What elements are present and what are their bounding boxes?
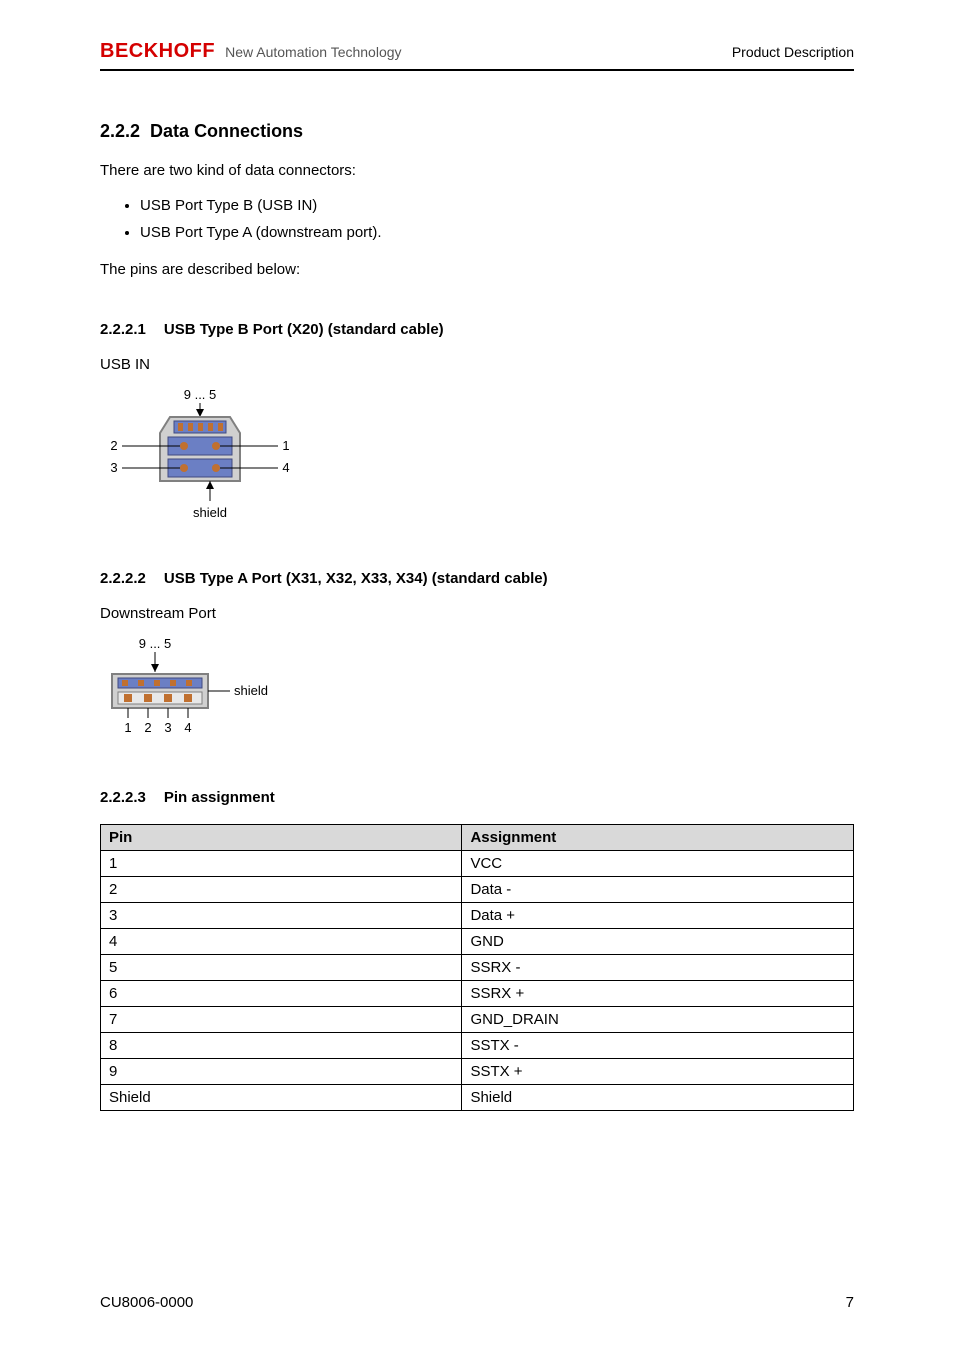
table-cell: Shield: [101, 1085, 462, 1111]
table-cell: 7: [101, 1007, 462, 1033]
subsection-number: 2.2.2.2: [100, 570, 146, 587]
table-cell: 3: [101, 903, 462, 929]
page-footer: CU8006-0000 7: [100, 1294, 854, 1311]
subsection-number: 2.2.2.3: [100, 789, 146, 806]
section-title: Data Connections: [150, 121, 303, 141]
table-cell: Shield: [462, 1085, 854, 1111]
table-cell: SSTX -: [462, 1033, 854, 1059]
table-cell: SSRX +: [462, 981, 854, 1007]
svg-text:shield: shield: [193, 505, 227, 520]
svg-text:3: 3: [110, 460, 117, 475]
table-header-row: Pin Assignment: [101, 825, 854, 851]
usb-a-diagram: 9 ... 5 shield 1: [100, 634, 854, 749]
table-row: 1VCC: [101, 851, 854, 877]
svg-text:2: 2: [144, 720, 151, 735]
doc-section: Product Description: [732, 44, 854, 60]
table-row: 3Data +: [101, 903, 854, 929]
subsection-heading: 2.2.2.3 Pin assignment: [100, 789, 854, 806]
section-heading: 2.2.2 Data Connections: [100, 121, 854, 142]
subsection-number: 2.2.2.1: [100, 321, 146, 338]
col-assignment: Assignment: [462, 825, 854, 851]
table-row: 8SSTX -: [101, 1033, 854, 1059]
table-cell: 6: [101, 981, 462, 1007]
svg-text:1: 1: [124, 720, 131, 735]
table-row: 6SSRX +: [101, 981, 854, 1007]
table-cell: SSRX -: [462, 955, 854, 981]
footer-right: 7: [846, 1294, 854, 1311]
table-row: ShieldShield: [101, 1085, 854, 1111]
table-cell: 8: [101, 1033, 462, 1059]
table-row: 2Data -: [101, 877, 854, 903]
table-cell: VCC: [462, 851, 854, 877]
table-cell: 2: [101, 877, 462, 903]
subsection-title: Pin assignment: [164, 789, 275, 806]
table-cell: 5: [101, 955, 462, 981]
port-label: USB IN: [100, 356, 854, 373]
table-cell: Data -: [462, 877, 854, 903]
page-header: BECKHOFF New Automation Technology Produ…: [100, 40, 854, 71]
pin-assignment-table: Pin Assignment 1VCC2Data -3Data +4GND5SS…: [100, 824, 854, 1111]
table-cell: 1: [101, 851, 462, 877]
footer-left: CU8006-0000: [100, 1294, 193, 1311]
table-row: 5SSRX -: [101, 955, 854, 981]
col-pin: Pin: [101, 825, 462, 851]
svg-text:shield: shield: [234, 683, 268, 698]
list-item: USB Port Type A (downstream port).: [140, 224, 854, 241]
table-cell: Data +: [462, 903, 854, 929]
brand-tagline: New Automation Technology: [225, 44, 401, 60]
table-cell: SSTX +: [462, 1059, 854, 1085]
intro-text: There are two kind of data connectors:: [100, 160, 854, 183]
brand-name: BECKHOFF: [100, 40, 215, 63]
section-number: 2.2.2: [100, 121, 140, 142]
table-cell: 4: [101, 929, 462, 955]
subsection-heading: 2.2.2.2 USB Type A Port (X31, X32, X33, X…: [100, 570, 854, 587]
subsection-title: USB Type B Port (X20) (standard cable): [164, 321, 444, 338]
table-row: 7GND_DRAIN: [101, 1007, 854, 1033]
svg-text:2: 2: [110, 438, 117, 453]
usb-b-diagram: 9 ... 5 2 3 1: [100, 385, 854, 530]
svg-text:3: 3: [164, 720, 171, 735]
table-cell: GND_DRAIN: [462, 1007, 854, 1033]
subsection-title: USB Type A Port (X31, X32, X33, X34) (st…: [164, 570, 548, 587]
connector-list: USB Port Type B (USB IN) USB Port Type A…: [100, 197, 854, 241]
svg-text:1: 1: [282, 438, 289, 453]
outro-text: The pins are described below:: [100, 259, 854, 282]
table-row: 9SSTX +: [101, 1059, 854, 1085]
svg-text:9 ... 5: 9 ... 5: [139, 636, 172, 651]
port-label: Downstream Port: [100, 605, 854, 622]
list-item: USB Port Type B (USB IN): [140, 197, 854, 214]
table-cell: 9: [101, 1059, 462, 1085]
svg-text:4: 4: [282, 460, 289, 475]
diagram-top-label: 9 ... 5: [184, 387, 217, 402]
subsection-heading: 2.2.2.1 USB Type B Port (X20) (standard c…: [100, 321, 854, 338]
logo: BECKHOFF New Automation Technology: [100, 40, 402, 63]
table-cell: GND: [462, 929, 854, 955]
svg-text:4: 4: [184, 720, 191, 735]
table-row: 4GND: [101, 929, 854, 955]
